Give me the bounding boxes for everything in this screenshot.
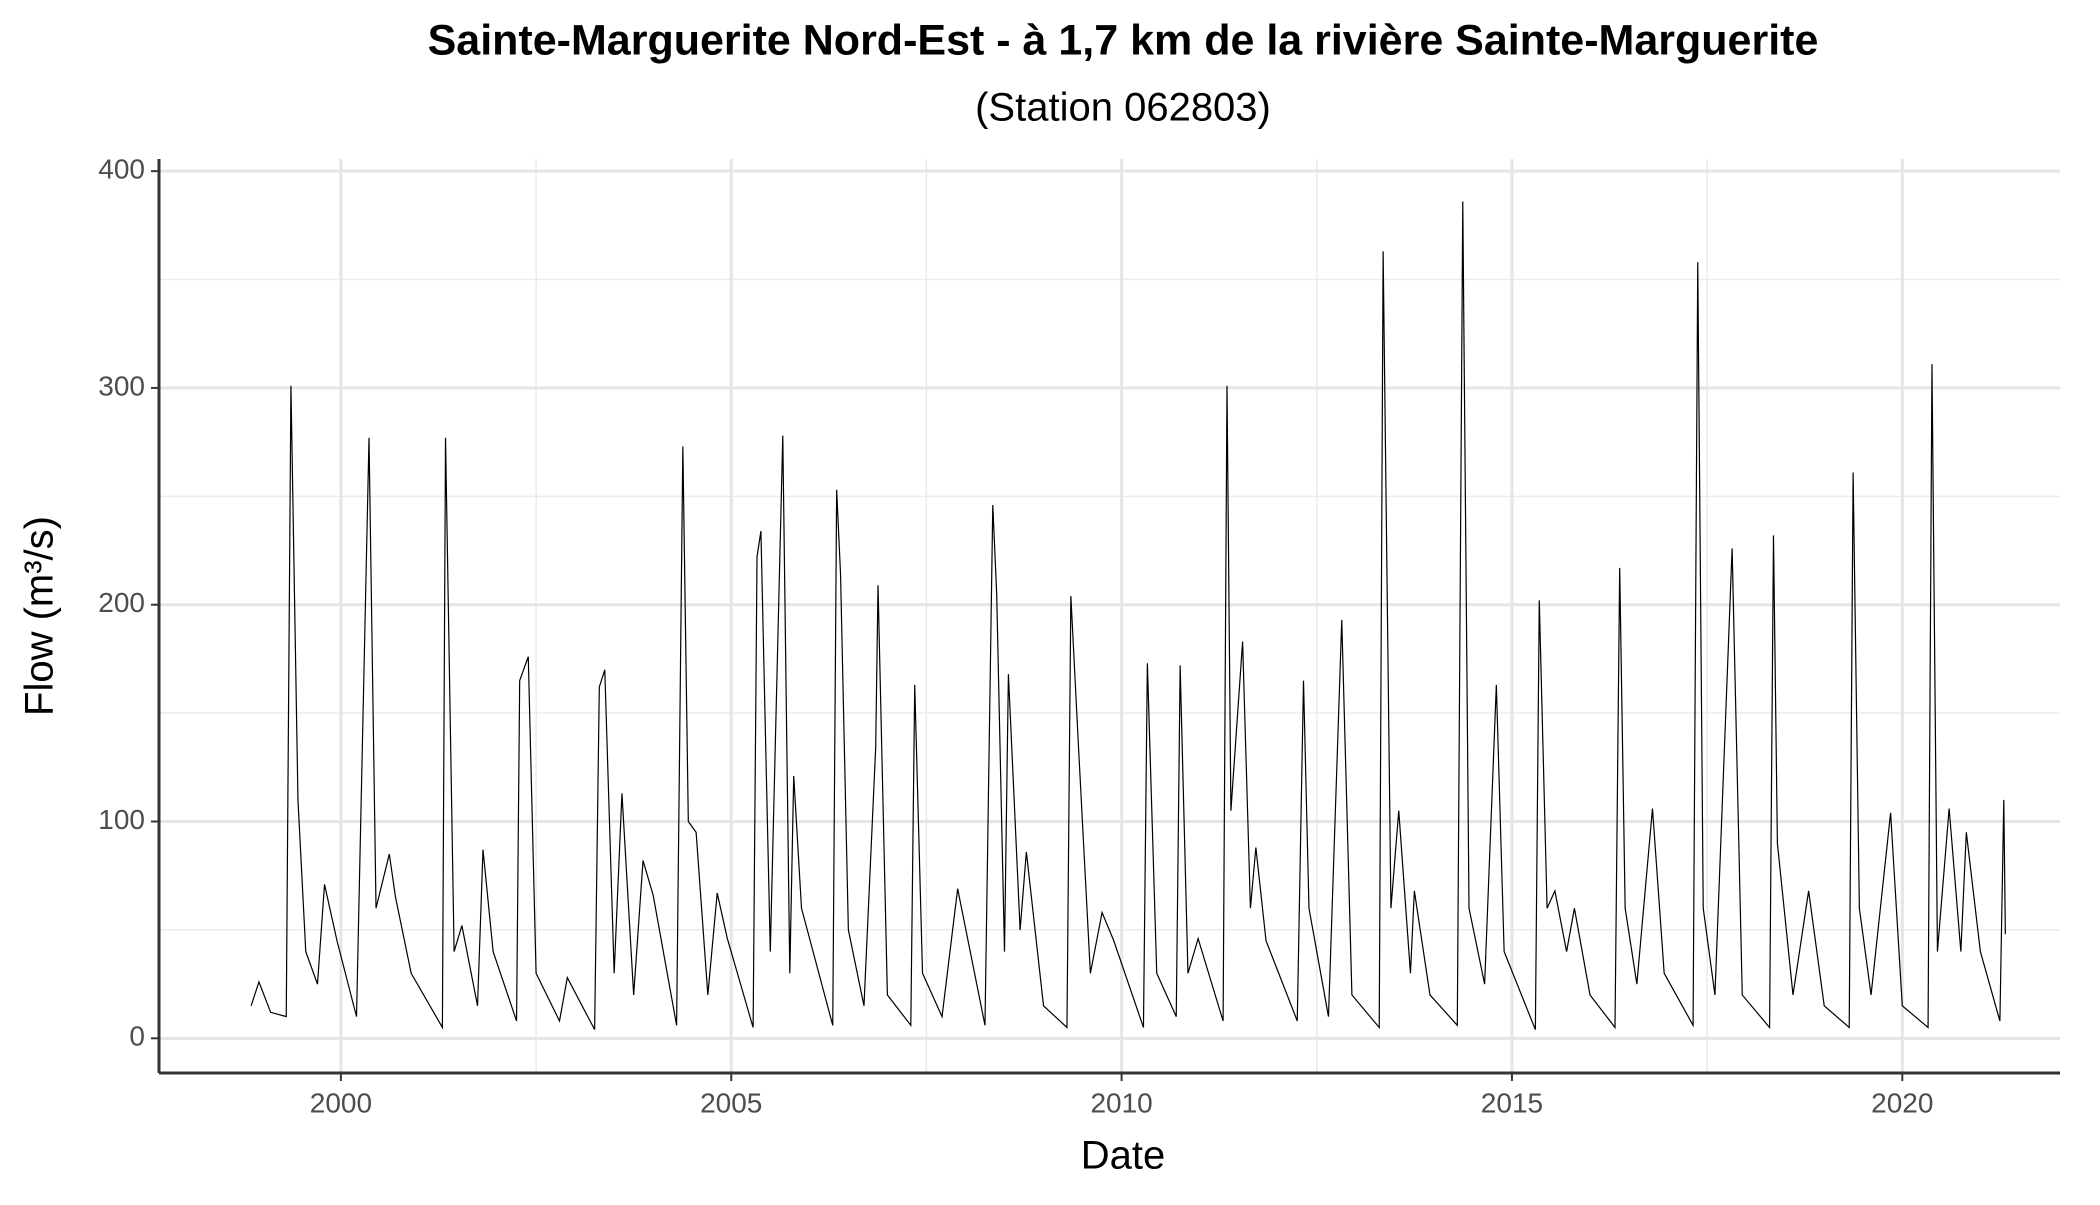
chart-subtitle: (Station 062803) bbox=[975, 86, 1271, 130]
chart-title: Sainte-Marguerite Nord-Est - à 1,7 km de… bbox=[428, 16, 1819, 64]
y-tick-label: 100 bbox=[98, 804, 145, 835]
y-tick-label: 400 bbox=[98, 154, 145, 185]
y-tick-label: 200 bbox=[98, 587, 145, 618]
x-tick-label: 2020 bbox=[1871, 1087, 1933, 1118]
x-tick-label: 2010 bbox=[1090, 1087, 1152, 1118]
x-tick-label: 2005 bbox=[700, 1087, 762, 1118]
x-axis-label: Date bbox=[1081, 1134, 1166, 1178]
x-tick-label: 2000 bbox=[310, 1087, 372, 1118]
y-tick-label: 300 bbox=[98, 370, 145, 401]
x-tick-label: 2015 bbox=[1481, 1087, 1543, 1118]
y-tick-label: 0 bbox=[129, 1021, 145, 1052]
y-axis-label: Flow (m³/s) bbox=[18, 516, 62, 716]
flow-line bbox=[250, 201, 2006, 1030]
